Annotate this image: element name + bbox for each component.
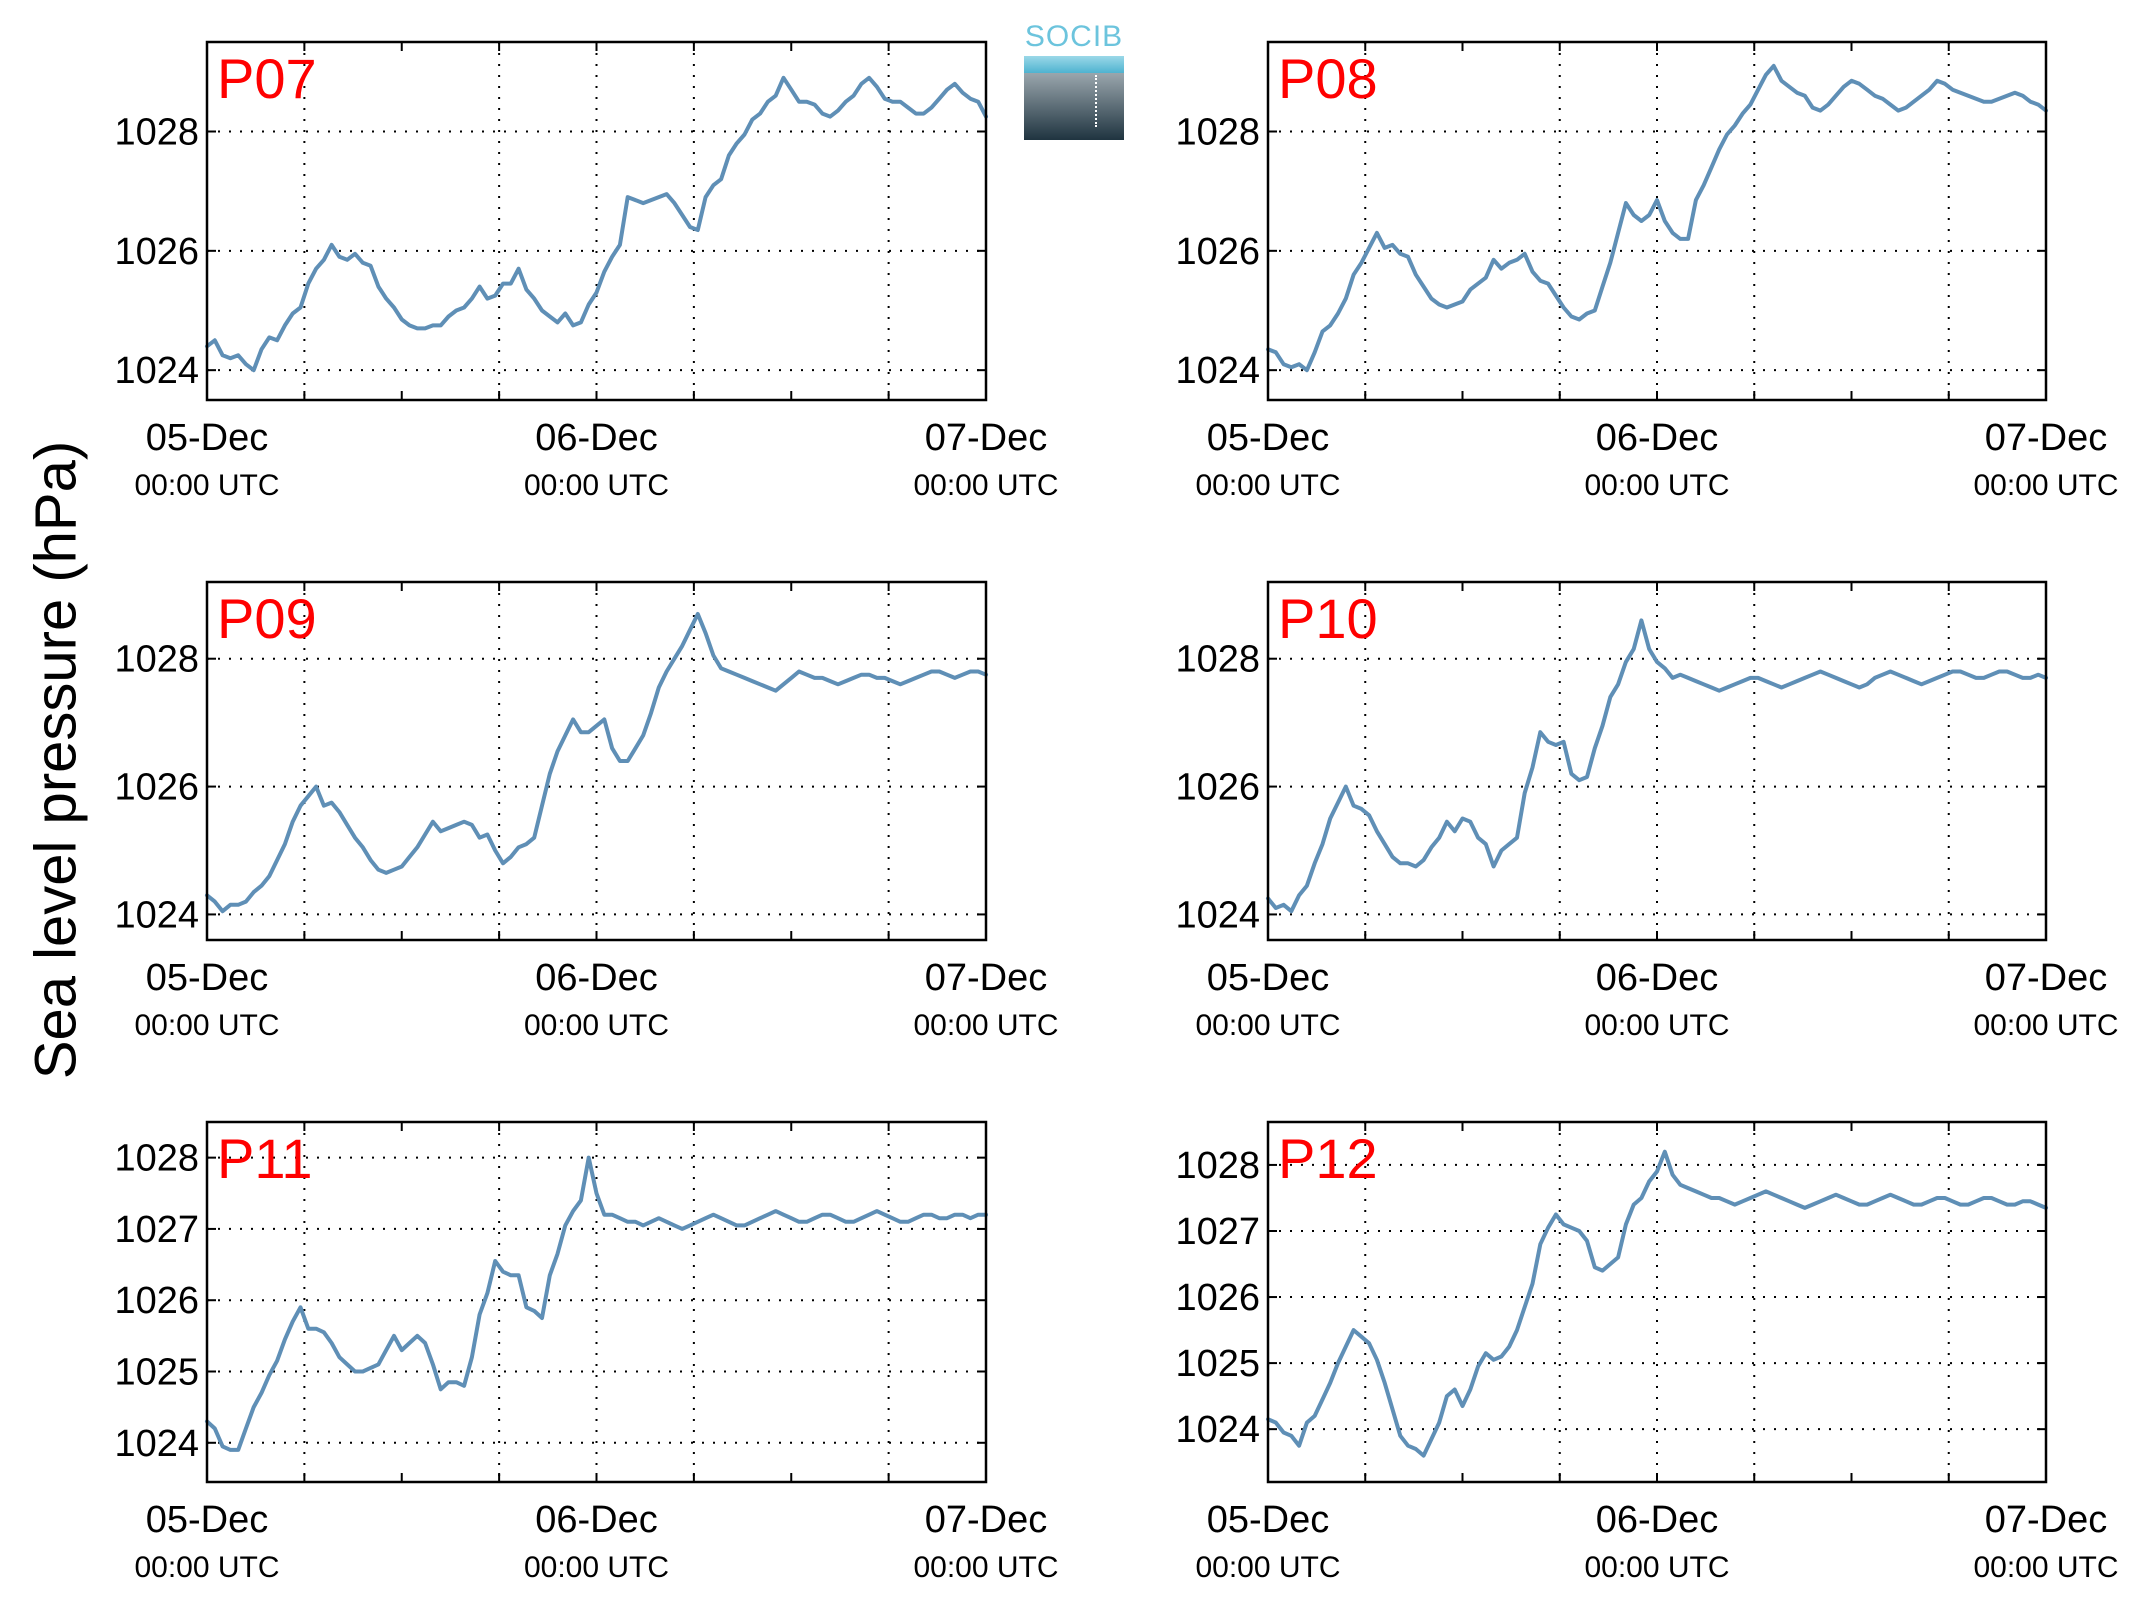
panel-label: P08 xyxy=(1278,47,1378,110)
x-tick-label-time: 00:00 UTC xyxy=(1195,1009,1340,1042)
logo-text: SOCIB xyxy=(1024,20,1124,53)
y-tick-label: 1028 xyxy=(114,112,199,154)
x-tick-label-date: 06-Dec xyxy=(535,417,658,459)
x-tick-label-date: 06-Dec xyxy=(1596,417,1719,459)
y-tick-label: 1028 xyxy=(1175,112,1260,154)
axes-frame xyxy=(205,40,988,402)
x-tick-label-date: 06-Dec xyxy=(1596,1499,1719,1541)
y-tick-label: 1028 xyxy=(1175,639,1260,681)
y-tick-label: 1025 xyxy=(1175,1343,1260,1385)
axes-frame xyxy=(205,580,988,942)
logo-box xyxy=(1024,73,1124,140)
x-tick-label-time: 00:00 UTC xyxy=(1973,469,2118,502)
y-tick-label: 1024 xyxy=(114,894,199,936)
y-tick-label: 1026 xyxy=(114,1280,199,1322)
y-tick-label: 1028 xyxy=(1175,1145,1260,1187)
series-line xyxy=(1266,63,2048,373)
panel-label: P11 xyxy=(217,1127,312,1190)
x-tick-label-time: 00:00 UTC xyxy=(913,1551,1058,1584)
y-tick-label: 1026 xyxy=(114,767,199,809)
y-tick-label: 1028 xyxy=(114,1138,199,1180)
x-tick-label-time: 00:00 UTC xyxy=(1584,1009,1729,1042)
panel-label: P07 xyxy=(217,47,317,110)
x-tick-label-time: 00:00 UTC xyxy=(1973,1009,2118,1042)
logo-dash xyxy=(1095,75,1097,127)
x-tick-label-time: 00:00 UTC xyxy=(1584,469,1729,502)
axes-frame xyxy=(1266,40,2048,402)
x-tick-label-date: 06-Dec xyxy=(535,1499,658,1541)
x-tick-label-date: 05-Dec xyxy=(146,417,269,459)
axes-frame xyxy=(205,1120,988,1484)
x-tick-label-time: 00:00 UTC xyxy=(1195,1551,1340,1584)
series-line xyxy=(205,612,988,914)
socib-logo: SOCIB xyxy=(1024,20,1124,140)
y-tick-label: 1024 xyxy=(114,350,199,392)
series-line xyxy=(1266,1149,2048,1458)
x-tick-label-date: 05-Dec xyxy=(1207,957,1330,999)
x-tick-label-date: 07-Dec xyxy=(925,957,1048,999)
y-tick-label: 1025 xyxy=(114,1352,199,1394)
x-tick-label-time: 00:00 UTC xyxy=(134,469,279,502)
x-tick-label-time: 00:00 UTC xyxy=(524,1551,669,1584)
y-tick-label: 1026 xyxy=(1175,231,1260,273)
panel-p12: 1024 1025 1026 1027 1028 P12 05-Dec 00:00 UTC 06… xyxy=(1175,1120,2119,1584)
panel-label: P09 xyxy=(217,587,317,650)
x-tick-label-date: 05-Dec xyxy=(1207,1499,1330,1541)
y-tick-label: 1024 xyxy=(1175,350,1260,392)
x-tick-label-time: 00:00 UTC xyxy=(134,1551,279,1584)
y-tick-label: 1026 xyxy=(1175,767,1260,809)
x-tick-label-time: 00:00 UTC xyxy=(1973,1551,2118,1584)
axes-frame xyxy=(1266,580,2048,942)
panel-p10: 1024 1026 1028 P10 05-Dec 00:00 UTC 06-Dec 00:0… xyxy=(1175,580,2119,1042)
y-axis-title: Sea level pressure (hPa) xyxy=(23,440,89,1080)
x-tick-label-time: 00:00 UTC xyxy=(1584,1551,1729,1584)
axes-frame xyxy=(1266,1120,2048,1484)
panel-label: P12 xyxy=(1278,1127,1378,1190)
x-tick-label-date: 06-Dec xyxy=(1596,957,1719,999)
panel-p07: 1024 1026 1028 P07 05-Dec 00:00 UTC 06-Dec 00:0… xyxy=(114,40,1059,502)
panel-p09: 1024 1026 1028 P09 05-Dec 00:00 UTC 06-Dec 00:0… xyxy=(114,580,1059,1042)
panel-p08: 1024 1026 1028 P08 05-Dec 00:00 UTC 06-Dec 00:0… xyxy=(1175,40,2119,502)
x-tick-label-time: 00:00 UTC xyxy=(524,469,669,502)
x-tick-label-date: 07-Dec xyxy=(925,417,1048,459)
y-tick-label: 1026 xyxy=(1175,1277,1260,1319)
panel-label: P10 xyxy=(1278,587,1378,650)
y-tick-label: 1026 xyxy=(114,231,199,273)
x-tick-label-date: 05-Dec xyxy=(146,1499,269,1541)
x-tick-label-time: 00:00 UTC xyxy=(524,1009,669,1042)
y-tick-label: 1028 xyxy=(114,639,199,681)
y-tick-label: 1027 xyxy=(114,1209,199,1251)
y-tick-label: 1024 xyxy=(1175,1409,1260,1451)
x-tick-label-time: 00:00 UTC xyxy=(913,469,1058,502)
x-tick-label-time: 00:00 UTC xyxy=(1195,469,1340,502)
series-line xyxy=(205,75,988,373)
y-tick-label: 1024 xyxy=(1175,894,1260,936)
panel-p11: 1024 1025 1026 1027 1028 P11 05-Dec 00:00 UTC 06… xyxy=(114,1120,1059,1584)
x-tick-label-time: 00:00 UTC xyxy=(134,1009,279,1042)
x-tick-label-date: 07-Dec xyxy=(1985,957,2108,999)
x-tick-label-date: 07-Dec xyxy=(1985,1499,2108,1541)
series-line xyxy=(205,1155,988,1452)
y-tick-label: 1027 xyxy=(1175,1211,1260,1253)
x-tick-label-date: 07-Dec xyxy=(1985,417,2108,459)
x-tick-label-date: 05-Dec xyxy=(1207,417,1330,459)
series-line xyxy=(1266,618,2048,914)
x-tick-label-date: 06-Dec xyxy=(535,957,658,999)
x-tick-label-time: 00:00 UTC xyxy=(913,1009,1058,1042)
y-tick-label: 1024 xyxy=(114,1423,199,1465)
x-tick-label-date: 07-Dec xyxy=(925,1499,1048,1541)
x-tick-label-date: 05-Dec xyxy=(146,957,269,999)
logo-water-band xyxy=(1024,56,1124,73)
